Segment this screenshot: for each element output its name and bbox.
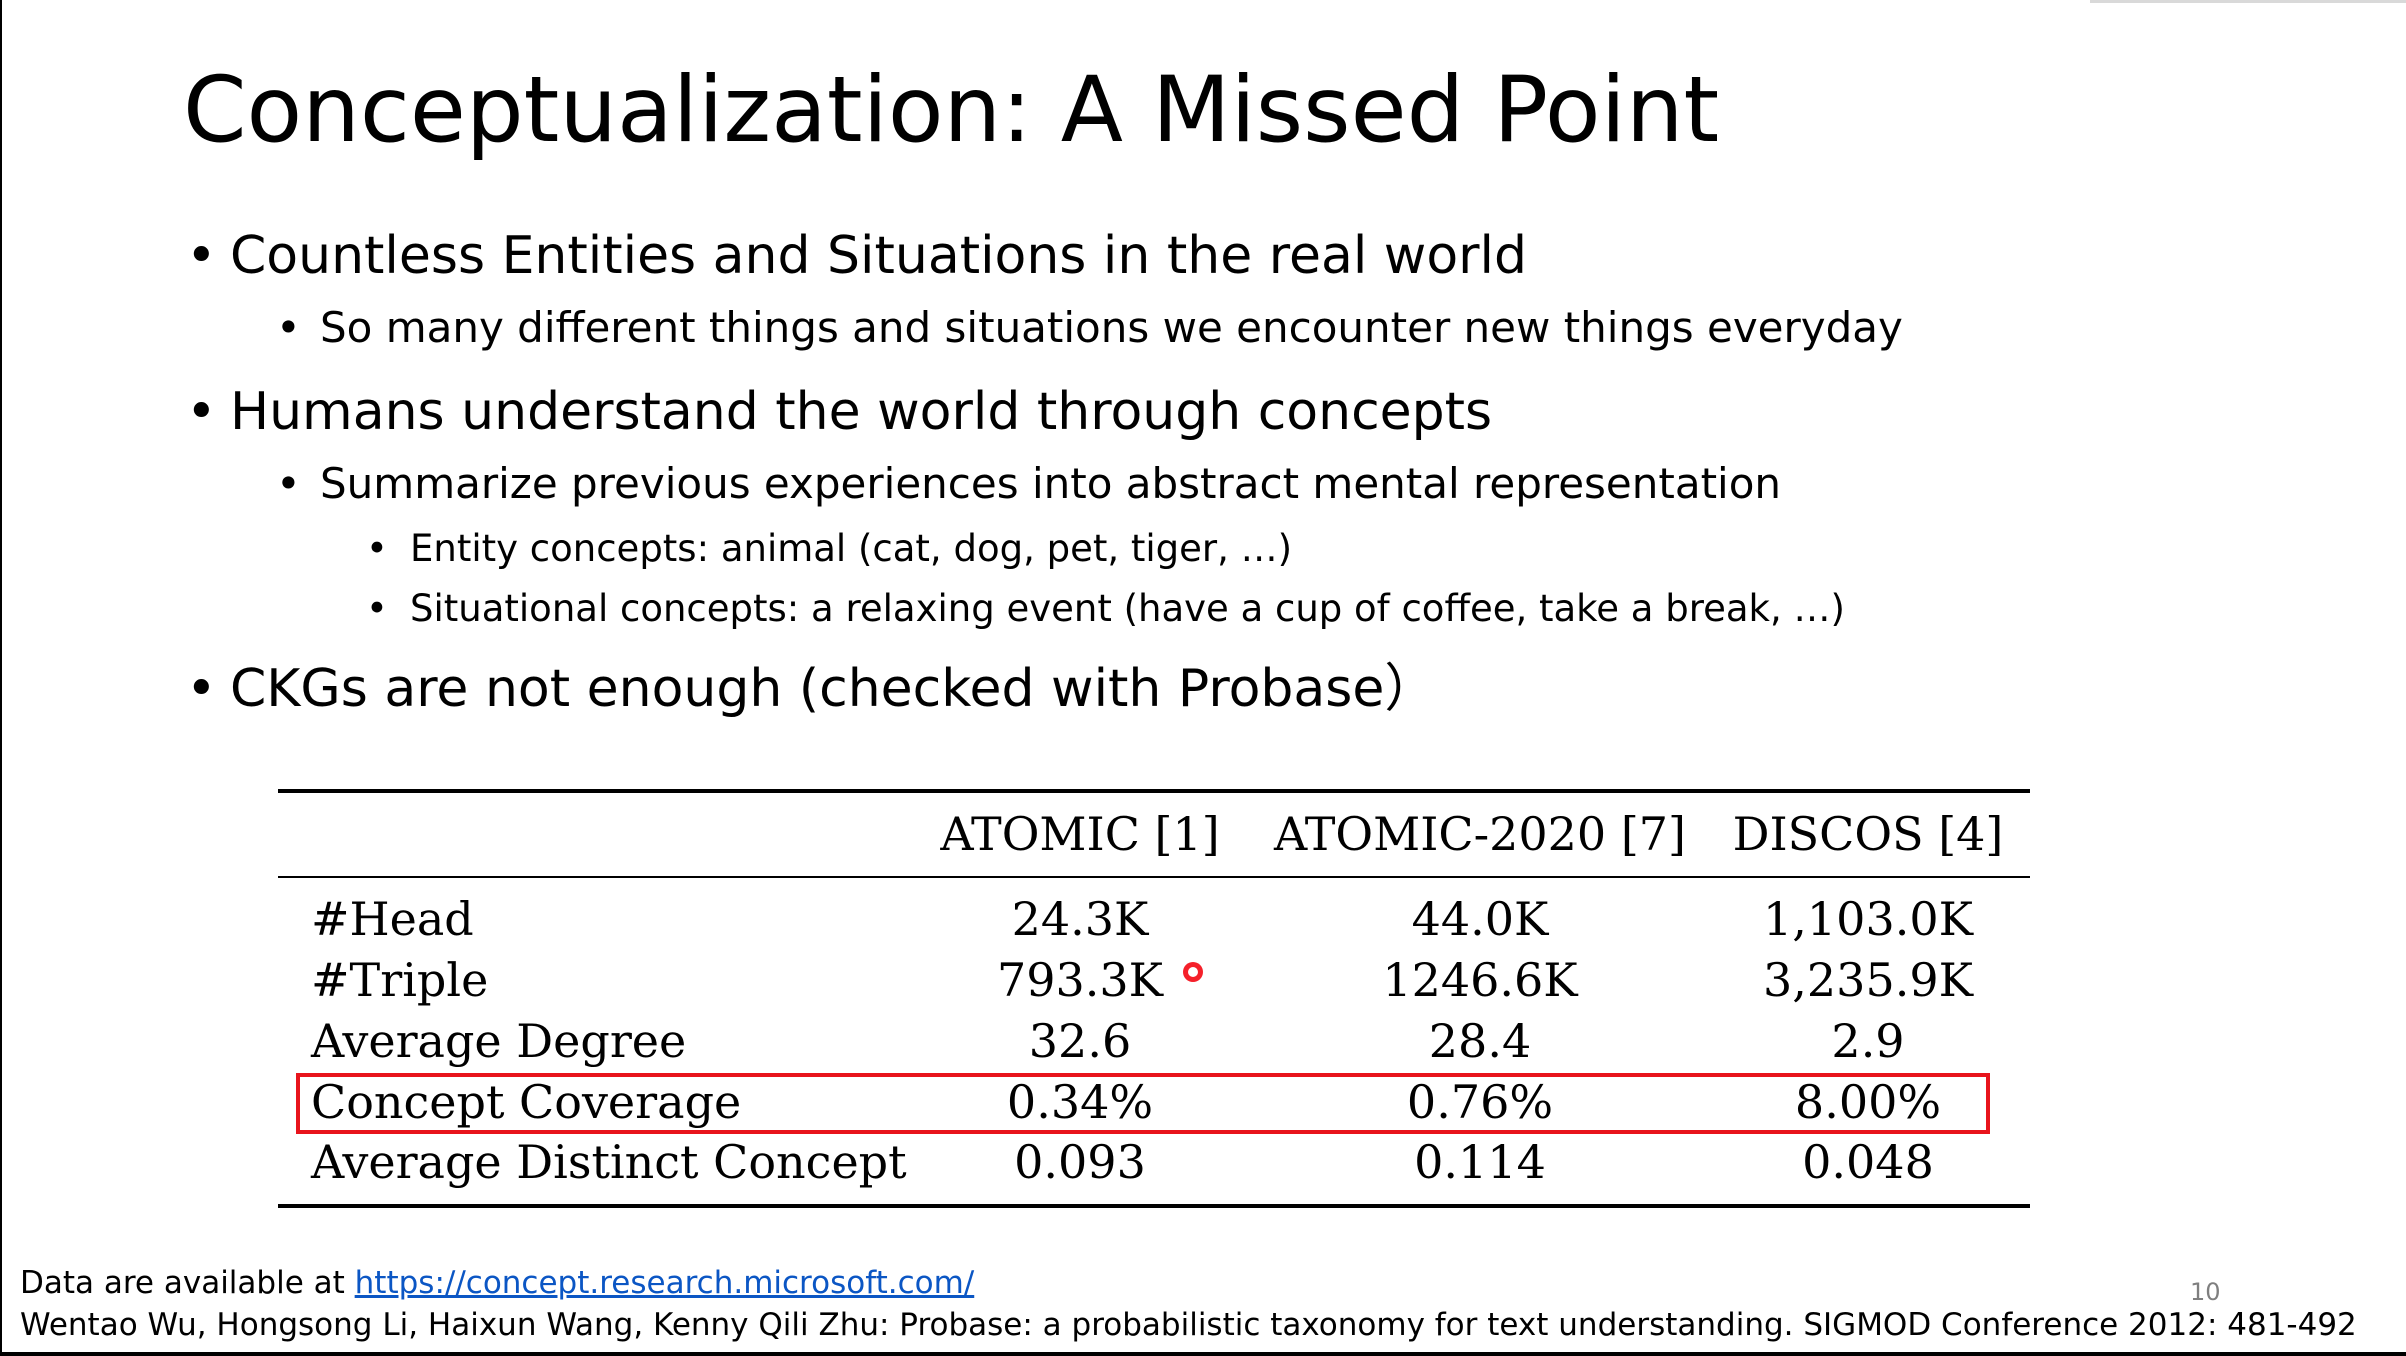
table-cell: 793.3K bbox=[996, 953, 1164, 1007]
row-label: #Triple bbox=[311, 953, 489, 1007]
bullet-item: • So many different things and situation… bbox=[276, 307, 1903, 349]
column-header: ATOMIC-2020 [7] bbox=[1274, 807, 1686, 861]
table-cell: 24.3K bbox=[1011, 892, 1149, 946]
bullet-text: Countless Entities and Situations in the… bbox=[230, 226, 1527, 286]
bullet-dot-icon: • bbox=[366, 527, 388, 570]
table-cell: 8.00% bbox=[1794, 1075, 1942, 1129]
row-label: Average Distinct Concept bbox=[311, 1135, 907, 1189]
footer-citation: Wentao Wu, Hongsong Li, Haixun Wang, Ken… bbox=[20, 1307, 2357, 1343]
bullet-text: Summarize previous experiences into abst… bbox=[320, 459, 1782, 508]
bullet-dot-icon: • bbox=[186, 659, 217, 719]
bullet-dot-icon: • bbox=[186, 226, 217, 286]
table-header-rule bbox=[278, 876, 2030, 878]
bullet-item: • Countless Entities and Situations in t… bbox=[186, 230, 1527, 282]
column-header: ATOMIC [1] bbox=[940, 807, 1220, 861]
bullet-item: • Humans understand the world through co… bbox=[186, 386, 1492, 438]
bullet-item: • Situational concepts: a relaxing event… bbox=[366, 587, 1845, 630]
table-cell: 0.093 bbox=[1014, 1135, 1146, 1189]
table-cell: 3,235.9K bbox=[1763, 953, 1973, 1007]
table-cell: 44.0K bbox=[1411, 892, 1549, 946]
table-cell: 28.4 bbox=[1428, 1014, 1532, 1068]
table-top-rule bbox=[278, 789, 2030, 793]
table-cell: 1,103.0K bbox=[1763, 892, 1973, 946]
table-cell: 32.6 bbox=[1028, 1014, 1132, 1068]
bullet-item: • Entity concepts: animal (cat, dog, pet… bbox=[366, 527, 1293, 570]
bullet-dot-icon: • bbox=[276, 459, 301, 508]
table-cell: 2.9 bbox=[1831, 1014, 1905, 1068]
table-bottom-rule bbox=[278, 1204, 2030, 1208]
footer-data-prefix: Data are available at bbox=[20, 1265, 355, 1301]
table-cell: 0.114 bbox=[1414, 1135, 1546, 1189]
row-label: #Head bbox=[311, 892, 474, 946]
bullet-dot-icon: • bbox=[276, 303, 301, 352]
laser-pointer-icon bbox=[1183, 962, 1203, 982]
slide-title: Conceptualization: A Missed Point bbox=[183, 58, 1720, 163]
bullet-item: • CKGs are not enough (checked with Prob… bbox=[186, 663, 1436, 715]
bullet-dot-icon: • bbox=[366, 587, 388, 630]
bullet-text: CKGs are not enough (checked with Probas… bbox=[230, 659, 1437, 719]
concept-coverage-highlight-box bbox=[296, 1073, 1990, 1134]
bullet-dot-icon: • bbox=[186, 382, 217, 442]
table-cell: 0.76% bbox=[1406, 1075, 1554, 1129]
bullet-text: So many different things and situations … bbox=[320, 303, 1903, 352]
table-cell: 0.048 bbox=[1802, 1135, 1934, 1189]
bullet-text: Situational concepts: a relaxing event (… bbox=[410, 587, 1845, 630]
table-cell: 1246.6K bbox=[1382, 953, 1578, 1007]
window-edge bbox=[2090, 0, 2406, 3]
bullet-text: Humans understand the world through conc… bbox=[230, 382, 1493, 442]
bullet-text: Entity concepts: animal (cat, dog, pet, … bbox=[410, 527, 1293, 570]
row-label: Average Degree bbox=[311, 1014, 687, 1068]
row-label: Concept Coverage bbox=[311, 1075, 742, 1129]
footer-data-note: Data are available at https://concept.re… bbox=[20, 1268, 974, 1299]
page-number: 10 bbox=[2190, 1278, 2221, 1306]
table-cell: 0.34% bbox=[1006, 1075, 1154, 1129]
probase-data-link[interactable]: https://concept.research.microsoft.com/ bbox=[354, 1265, 975, 1301]
column-header: DISCOS [4] bbox=[1732, 807, 2004, 861]
bullet-item: • Summarize previous experiences into ab… bbox=[276, 463, 1781, 505]
